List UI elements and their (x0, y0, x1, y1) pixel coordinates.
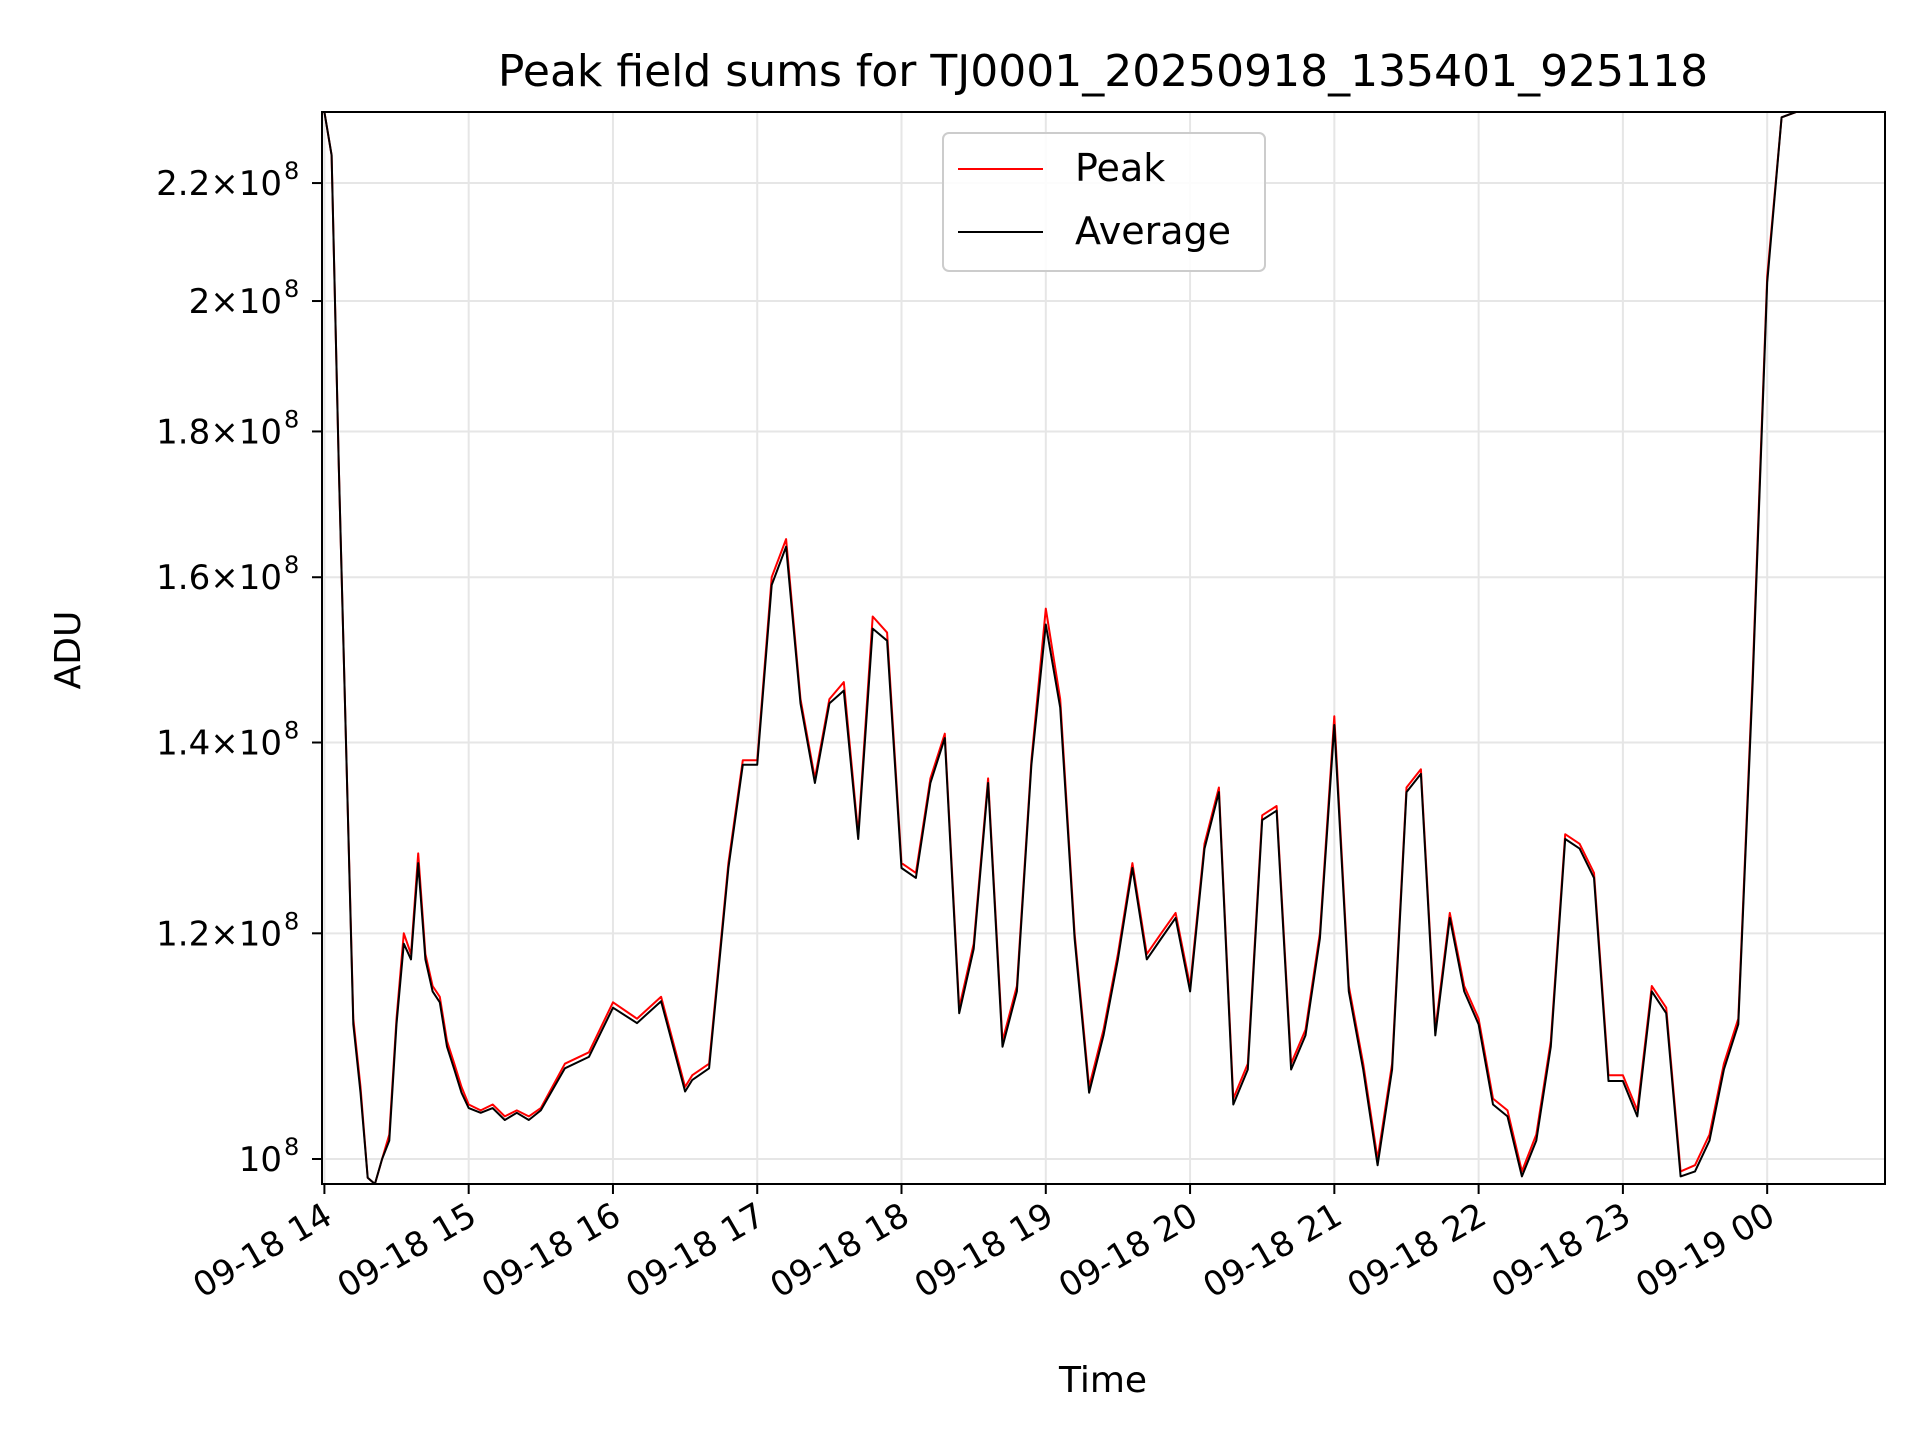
plot-frame (321, 111, 1886, 1185)
y-tick-label: 1.8×10 (156, 412, 282, 452)
y-tick-exponent: 8 (284, 157, 299, 185)
y-axis: 10 81.2×10 81.4×10 81.6×10 81.8×10 82×10 82.2×… (156, 157, 322, 1180)
y-tick-exponent: 8 (284, 717, 299, 745)
series-layer (323, 111, 1811, 1185)
y-tick-exponent: 8 (284, 1133, 299, 1161)
legend-box (942, 132, 1266, 272)
legend-average-label: Average (1075, 209, 1231, 253)
chart-title: Peak field sums for TJ0001_20250918_1354… (498, 46, 1708, 97)
legend-peak-label: Peak (1075, 146, 1165, 190)
y-tick-label: 10 (239, 1140, 282, 1180)
y-axis-label: ADU (48, 611, 89, 690)
y-tick-exponent: 8 (284, 907, 299, 935)
y-tick-exponent: 8 (284, 405, 299, 433)
y-tick-label: 2×10 (189, 282, 282, 322)
y-tick-exponent: 8 (284, 275, 299, 303)
y-tick-label: 1.2×10 (156, 914, 282, 954)
legend: Peak Average (942, 132, 1266, 272)
series-line-average (323, 111, 1811, 1185)
grid-lines (322, 112, 1885, 1184)
x-axis-label: Time (1058, 1360, 1147, 1401)
y-tick-label: 1.4×10 (156, 724, 282, 764)
y-tick-label: 1.6×10 (156, 558, 282, 598)
y-tick-exponent: 8 (284, 551, 299, 579)
y-tick-label: 2.2×10 (156, 164, 282, 204)
